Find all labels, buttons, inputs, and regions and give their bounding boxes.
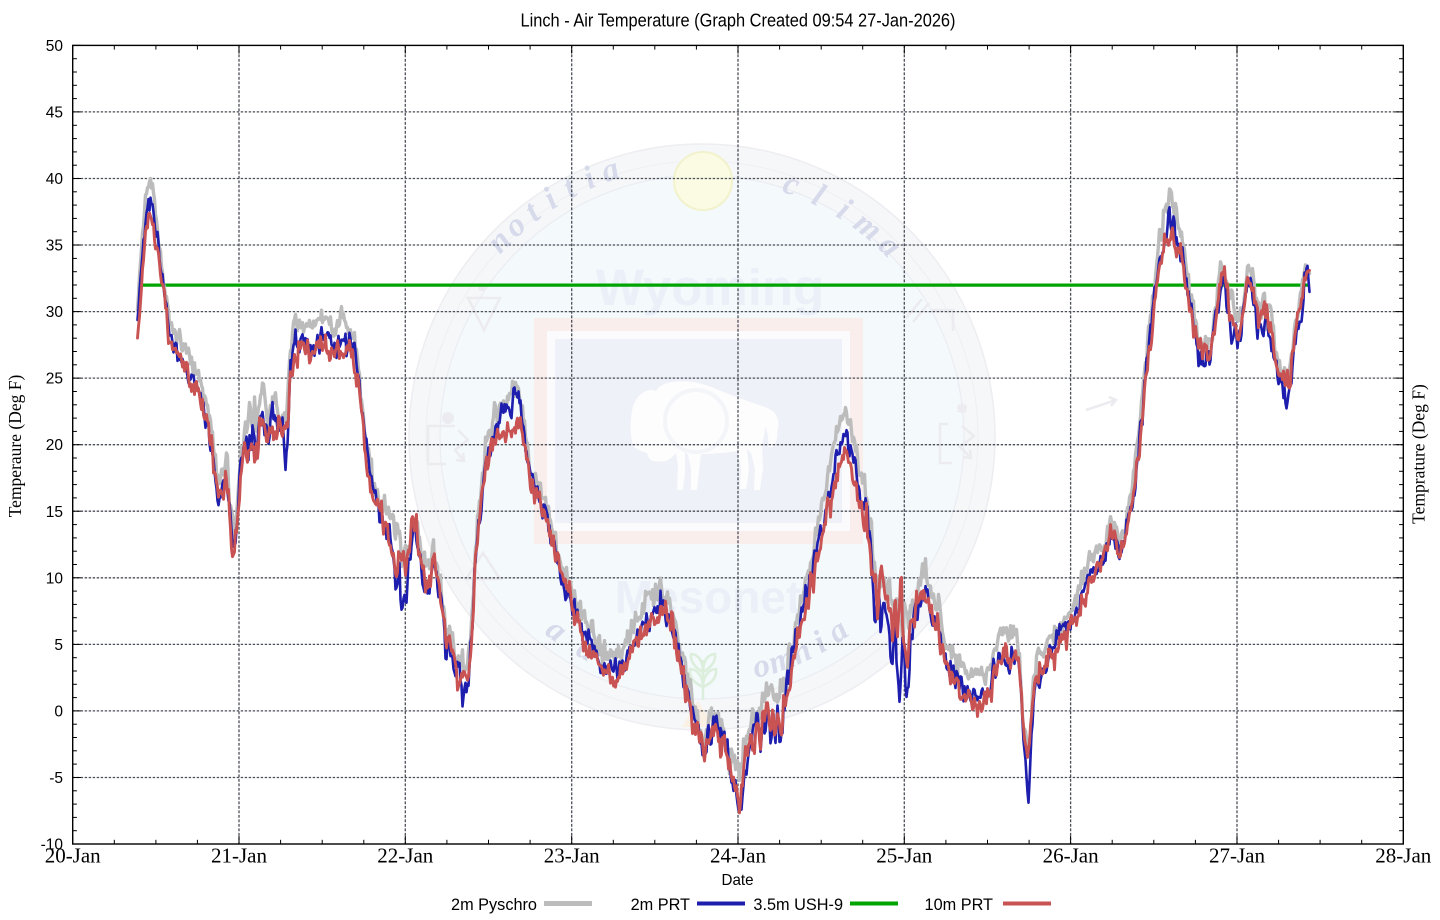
svg-text:21-Jan: 21-Jan xyxy=(211,844,267,868)
svg-text:10m PRT: 10m PRT xyxy=(925,896,994,914)
svg-text:20: 20 xyxy=(46,437,64,454)
svg-text:27-Jan: 27-Jan xyxy=(1209,844,1265,868)
svg-text:30: 30 xyxy=(46,304,64,321)
svg-text:25-Jan: 25-Jan xyxy=(876,844,932,868)
svg-text:23-Jan: 23-Jan xyxy=(544,844,600,868)
svg-text:2m PRT: 2m PRT xyxy=(631,896,690,914)
svg-text:3.5m USH-9: 3.5m USH-9 xyxy=(753,896,843,914)
svg-text:Linch - Air Temperature (Graph: Linch - Air Temperature (Graph Created 0… xyxy=(521,11,956,31)
svg-text:24-Jan: 24-Jan xyxy=(710,844,766,868)
svg-text:10: 10 xyxy=(46,570,64,587)
svg-text:35: 35 xyxy=(46,238,63,255)
svg-text:45: 45 xyxy=(46,104,63,121)
svg-text:Temperaure (Deg F): Temperaure (Deg F) xyxy=(5,375,25,518)
svg-text:-5: -5 xyxy=(49,770,63,787)
svg-text:2m Pyschro: 2m Pyschro xyxy=(451,896,537,914)
svg-text:Wyoming: Wyoming xyxy=(596,259,825,316)
svg-text:Temprature (Deg F): Temprature (Deg F) xyxy=(1409,384,1429,524)
svg-text:0: 0 xyxy=(54,703,63,720)
svg-text:28-Jan: 28-Jan xyxy=(1375,844,1431,868)
svg-text:5: 5 xyxy=(54,637,63,654)
svg-text:-10: -10 xyxy=(41,837,64,854)
svg-text:22-Jan: 22-Jan xyxy=(377,844,433,868)
svg-text:20-Jan: 20-Jan xyxy=(45,844,101,868)
svg-text:15: 15 xyxy=(46,504,63,521)
svg-text:40: 40 xyxy=(46,171,64,188)
svg-text:Date: Date xyxy=(722,872,754,889)
svg-text:25: 25 xyxy=(46,371,63,388)
svg-text:50: 50 xyxy=(46,38,64,55)
svg-text:26-Jan: 26-Jan xyxy=(1043,844,1099,868)
